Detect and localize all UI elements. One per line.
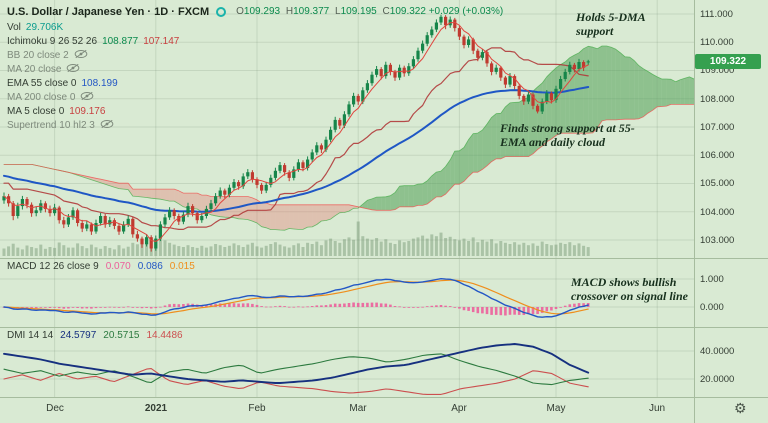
dmi-label: DMI 14 14 <box>7 330 54 341</box>
ohlc-open-label: O <box>236 6 244 17</box>
price-tick-label: 109.000 <box>700 65 735 76</box>
price-tick-label: 108.000 <box>700 94 735 105</box>
ohlc-close-value: 109.322 <box>389 6 426 17</box>
indicator-row-supertrend[interactable]: Supertrend 10 hl2 3 <box>7 118 503 132</box>
annotation-holds-5dma[interactable]: Holds 5-DMA support <box>576 10 646 39</box>
dmi-tick-label: 40.0000 <box>700 346 735 357</box>
volume-label: Vol <box>7 21 21 33</box>
ichimoku-value-2: 107.147 <box>143 35 180 47</box>
price-tick-label: 105.000 <box>700 178 735 189</box>
time-tick-label: Mar <box>349 403 367 414</box>
indicator-label: Supertrend 10 hl2 3 <box>7 119 95 131</box>
ohlc-readout: O109.293 H109.377 L109.195 C109.322 +0.0… <box>233 6 503 17</box>
price-tick-label: 103.000 <box>700 235 735 246</box>
symbol-header-row[interactable]: U.S. Dollar / Japanese Yen · 1D · FXCM O… <box>7 3 503 20</box>
price-tick-label: 104.000 <box>700 207 735 218</box>
last-price-badge: 109.322 <box>695 54 761 69</box>
indicator-row-ema55[interactable]: EMA 55 close 0 108.199 <box>7 76 503 90</box>
volume-value: 29.706K <box>25 21 64 33</box>
eye-off-icon[interactable] <box>80 91 94 104</box>
settings-gear-icon[interactable]: ⚙ <box>734 400 747 416</box>
ohlc-low-value: 109.195 <box>340 6 377 17</box>
legend-panel: U.S. Dollar / Japanese Yen · 1D · FXCM O… <box>7 3 503 132</box>
ohlc-high-value: 109.377 <box>293 6 330 17</box>
time-tick-label: May <box>546 403 566 414</box>
ohlc-change: +0.029 (+0.03%) <box>428 6 504 17</box>
symbol-title[interactable]: U.S. Dollar / Japanese Yen · 1D · FXCM <box>7 5 210 18</box>
indicator-row-ma200[interactable]: MA 200 close 0 <box>7 90 503 104</box>
time-tick-label: Feb <box>248 403 266 414</box>
price-tick-label: 111.000 <box>700 9 733 20</box>
time-tick-label: Jun <box>648 403 666 414</box>
ohlc-low-label: L <box>335 6 341 17</box>
eye-off-icon[interactable] <box>74 49 88 62</box>
volume-legend-row[interactable]: Vol 29.706K <box>7 20 503 34</box>
price-tick-label: 106.000 <box>700 150 735 161</box>
indicator-row-ma20[interactable]: MA 20 close <box>7 62 503 76</box>
macd-legend-row[interactable]: MACD 12 26 close 9 0.070 0.086 0.015 <box>7 261 195 272</box>
macd-tick-label: 1.000 <box>700 274 724 285</box>
macd-hist-value: 0.070 <box>105 261 131 272</box>
price-tick-label: 110.000 <box>700 37 734 48</box>
indicator-label: MA 5 close 0 <box>7 105 65 117</box>
macd-line-value: 0.086 <box>137 261 163 272</box>
dmi-plus-value: 20.5715 <box>103 330 140 341</box>
time-tick-label: Dec <box>46 403 64 414</box>
price-tick-label: 107.000 <box>700 122 735 133</box>
eye-off-icon[interactable] <box>100 119 114 132</box>
indicator-row-bb[interactable]: BB 20 close 2 <box>7 48 503 62</box>
ohlc-close-label: C <box>382 6 390 17</box>
ohlc-open-value: 109.293 <box>243 6 281 17</box>
indicator-label: MA 200 close 0 <box>7 91 76 103</box>
ma5-value: 109.176 <box>69 105 106 117</box>
annotation-macd-crossover[interactable]: MACD shows bullish crossover on signal l… <box>571 275 689 304</box>
market-status-icon <box>216 6 227 17</box>
macd-signal-value: 0.015 <box>169 261 195 272</box>
annotation-55ema-support[interactable]: Finds strong support at 55-EMA and daily… <box>500 121 635 150</box>
dmi-adx-value: 24.5797 <box>60 330 97 341</box>
dmi-tick-label: 20.0000 <box>700 374 735 385</box>
macd-label: MACD 12 26 close 9 <box>7 261 99 272</box>
ichimoku-value-1: 108.877 <box>102 35 139 47</box>
time-tick-label: 2021 <box>144 403 168 414</box>
indicator-label: BB 20 close 2 <box>7 49 69 61</box>
ohlc-high-label: H <box>285 6 294 17</box>
macd-tick-label: 0.000 <box>700 302 724 313</box>
indicator-label: Ichimoku 9 26 52 26 <box>7 35 98 47</box>
indicator-row-ichimoku[interactable]: Ichimoku 9 26 52 26 108.877 107.147 <box>7 34 503 48</box>
dmi-legend-row[interactable]: DMI 14 14 24.5797 20.5715 14.4486 <box>7 330 183 341</box>
ema55-value: 108.199 <box>81 77 118 89</box>
eye-off-icon[interactable] <box>66 63 80 76</box>
dmi-minus-value: 14.4486 <box>146 330 183 341</box>
indicator-row-ma5[interactable]: MA 5 close 0 109.176 <box>7 104 503 118</box>
indicator-label: EMA 55 close 0 <box>7 77 77 89</box>
time-tick-label: Apr <box>451 403 467 414</box>
indicator-label: MA 20 close <box>7 63 62 75</box>
